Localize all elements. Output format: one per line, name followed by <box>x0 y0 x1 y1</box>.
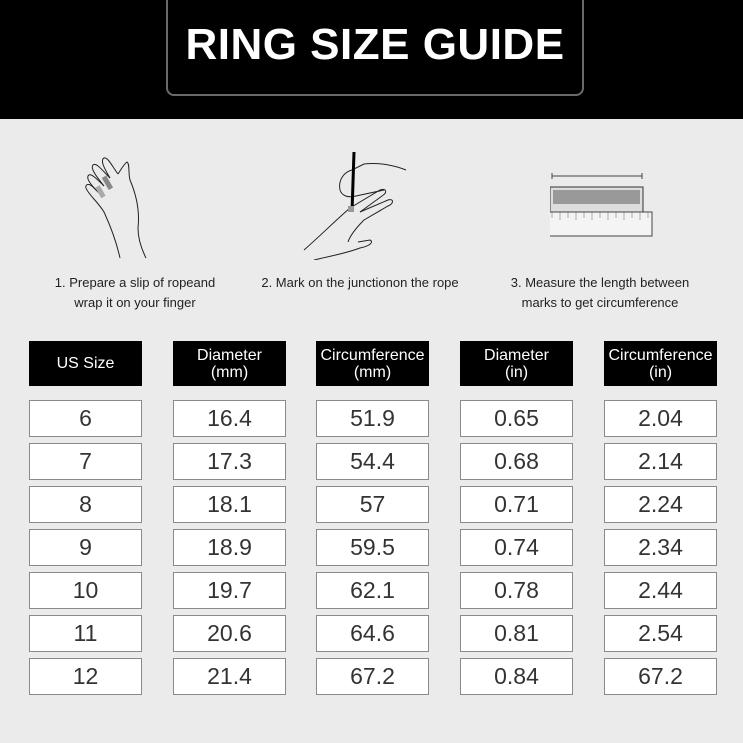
step-2-caption: 2. Mark on the junctionon the rope <box>240 273 480 293</box>
table-cell: 7 <box>29 443 142 480</box>
table-cell: 18.1 <box>173 486 286 523</box>
table-cell: 62.1 <box>316 572 429 609</box>
table-cell: 18.9 <box>173 529 286 566</box>
table-cell: 2.14 <box>604 443 717 480</box>
table-cell: 2.34 <box>604 529 717 566</box>
table-cell: 8 <box>29 486 142 523</box>
table-cell: 16.4 <box>173 400 286 437</box>
table-cell: 57 <box>316 486 429 523</box>
table-cell: 59.5 <box>316 529 429 566</box>
table-cell: 19.7 <box>173 572 286 609</box>
page-title: RING SIZE GUIDE <box>185 20 565 69</box>
column-header: US Size <box>29 341 142 386</box>
table-cell: 6 <box>29 400 142 437</box>
table-cell: 0.74 <box>460 529 573 566</box>
table-cell: 2.04 <box>604 400 717 437</box>
title-banner: RING SIZE GUIDE <box>0 0 743 119</box>
header-line-1: Circumference <box>608 346 713 364</box>
table-cell: 0.78 <box>460 572 573 609</box>
header-line-1: Diameter <box>484 346 549 364</box>
table-cell: 54.4 <box>316 443 429 480</box>
step-3-line-1: 3. Measure the length between <box>510 275 690 290</box>
column-header: Diameter (in) <box>460 341 573 386</box>
column-header: Diameter (mm) <box>173 341 286 386</box>
header-line-1: Circumference <box>320 346 425 364</box>
step-1-caption: 1. Prepare a slip of ropeand wrap it on … <box>20 273 250 313</box>
step-3-caption: 3. Measure the length between marks to g… <box>480 273 720 313</box>
column-header: Circumference (mm) <box>316 341 429 386</box>
table-cell: 0.84 <box>460 658 573 695</box>
table-cell: 67.2 <box>604 658 717 695</box>
table-cell: 67.2 <box>316 658 429 695</box>
ruler-measure-icon <box>550 173 653 237</box>
step-1-line-1: 1. Prepare a slip of ropeand <box>54 275 216 290</box>
hand-mark-pen-icon <box>303 151 407 260</box>
step-2-line-1: 2. Mark on the junctionon the rope <box>261 275 459 290</box>
table-cell: 0.65 <box>460 400 573 437</box>
table-cell: 10 <box>29 572 142 609</box>
table-cell: 0.71 <box>460 486 573 523</box>
table-cell: 2.44 <box>604 572 717 609</box>
table-cell: 2.24 <box>604 486 717 523</box>
table-cell: 11 <box>29 615 142 652</box>
header-line-1: US Size <box>56 355 115 372</box>
table-cell: 0.81 <box>460 615 573 652</box>
step-3-line-2: marks to get circumference <box>521 295 679 310</box>
table-cell: 0.68 <box>460 443 573 480</box>
header-line-2: (in) <box>504 363 529 381</box>
header-line-2: (mm) <box>210 363 249 381</box>
hand-wrap-rope-icon <box>85 157 147 259</box>
header-line-2: (mm) <box>353 363 392 381</box>
header-line-1: Diameter <box>197 346 262 364</box>
title-box: RING SIZE GUIDE <box>166 0 584 96</box>
column-header: Circumference (in) <box>604 341 717 386</box>
table-cell: 20.6 <box>173 615 286 652</box>
table-cell: 9 <box>29 529 142 566</box>
table-cell: 64.6 <box>316 615 429 652</box>
header-line-2: (in) <box>648 363 673 381</box>
table-cell: 12 <box>29 658 142 695</box>
table-cell: 21.4 <box>173 658 286 695</box>
step-1-line-2: wrap it on your finger <box>74 295 196 310</box>
table-cell: 51.9 <box>316 400 429 437</box>
table-cell: 2.54 <box>604 615 717 652</box>
table-cell: 17.3 <box>173 443 286 480</box>
